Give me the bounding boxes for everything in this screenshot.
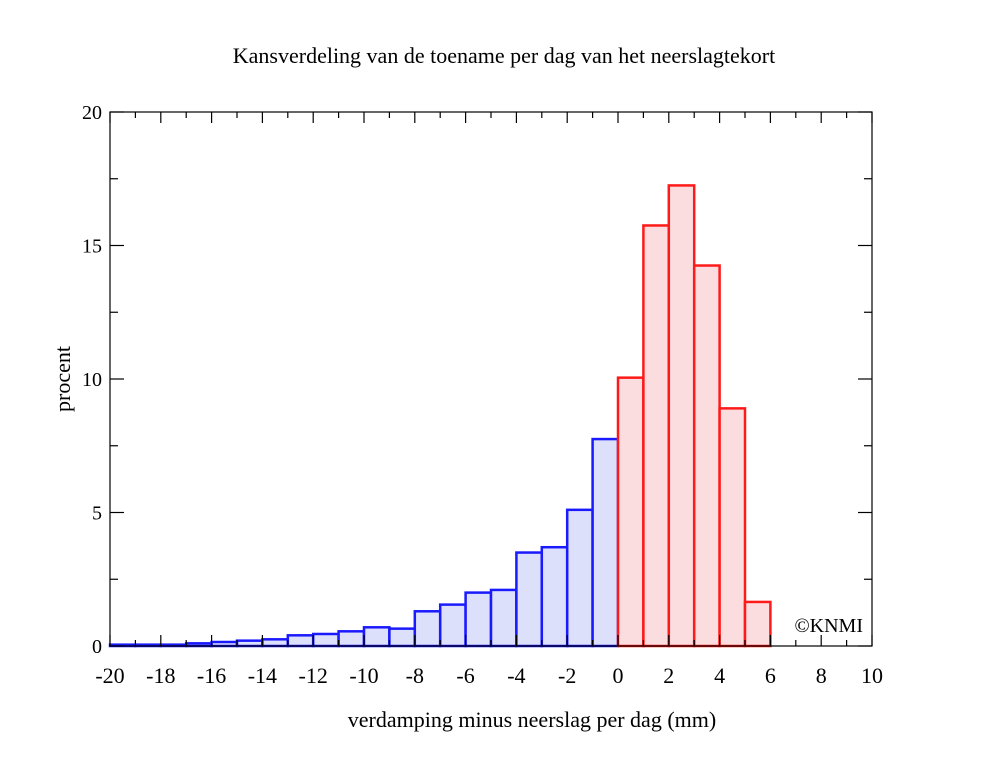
x-tick-label: -8 xyxy=(406,663,424,688)
x-tick-label: 2 xyxy=(663,663,674,688)
x-tick-label: -2 xyxy=(558,663,576,688)
copyright-annotation: ©KNMI xyxy=(794,615,863,637)
histogram-bar xyxy=(210,640,239,648)
y-axis-label: procent xyxy=(50,346,75,412)
histogram-bar xyxy=(261,638,290,648)
x-tick-label: -16 xyxy=(197,663,226,688)
histogram-bar xyxy=(718,407,747,648)
y-tick-label: 10 xyxy=(82,369,102,391)
histogram-bar xyxy=(362,626,391,648)
x-tick-label: -12 xyxy=(299,663,328,688)
histogram-bar xyxy=(388,627,417,648)
x-tick-label: -6 xyxy=(456,663,474,688)
x-tick-label: -14 xyxy=(248,663,277,688)
y-tick-label: 15 xyxy=(82,236,102,258)
histogram-bar xyxy=(642,224,671,648)
histogram-bar xyxy=(591,437,620,648)
histogram-bar xyxy=(616,376,645,648)
bars-group xyxy=(108,184,772,648)
axes-group: -20 -18 -16 -14 -12 -10 -8 -6 -4 -2 0 2 4 6 8 100510152… xyxy=(82,102,883,688)
histogram-bar xyxy=(692,264,721,648)
histogram-bar xyxy=(489,588,518,648)
plot-frame xyxy=(109,111,873,647)
histogram-bar xyxy=(565,508,594,648)
histogram-bar xyxy=(311,632,340,648)
histogram-bar xyxy=(743,600,772,648)
histogram-bar xyxy=(235,639,264,648)
x-tick-label: -4 xyxy=(507,663,525,688)
y-tick-label: 5 xyxy=(92,503,102,525)
histogram-bar xyxy=(438,603,467,648)
x-tick-label: 4 xyxy=(714,663,725,688)
x-tick-label: -20 xyxy=(95,663,124,688)
x-tick-label: -18 xyxy=(146,663,175,688)
histogram-bar xyxy=(540,545,569,648)
histogram-bar xyxy=(337,630,366,648)
histogram-bar xyxy=(413,610,442,648)
x-tick-label: 8 xyxy=(816,663,827,688)
x-tick-label: 0 xyxy=(613,663,624,688)
x-tick-label: -10 xyxy=(349,663,378,688)
histogram-bar xyxy=(667,184,696,648)
histogram-bar xyxy=(515,551,544,648)
y-tick-label: 0 xyxy=(92,636,102,658)
y-tick-label: 20 xyxy=(82,102,102,124)
x-tick-label: 6 xyxy=(765,663,776,688)
histogram-bar xyxy=(464,591,493,648)
histogram-bar xyxy=(286,634,315,648)
x-tick-label: 10 xyxy=(861,663,883,688)
x-axis-label: verdamping minus neerslag per dag (mm) xyxy=(348,707,716,732)
chart-title: Kansverdeling van de toename per dag van… xyxy=(233,43,775,68)
